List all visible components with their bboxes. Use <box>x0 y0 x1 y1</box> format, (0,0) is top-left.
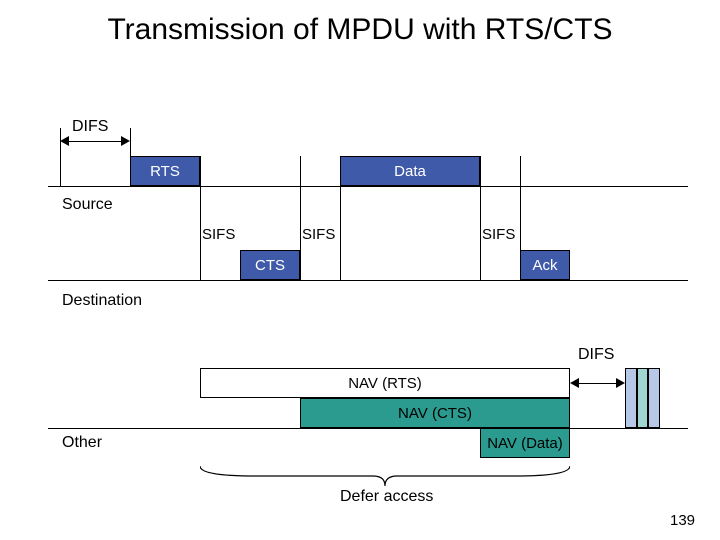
difs2-arrow-line <box>574 383 621 384</box>
difs-arrow-left <box>60 136 69 146</box>
contention-slot-0 <box>625 368 637 428</box>
other-timeline <box>48 428 688 429</box>
difs-bottom-label: DIFS <box>578 346 614 364</box>
ack-frame: Ack <box>520 250 570 280</box>
defer-brace <box>200 466 570 488</box>
rts-frame: RTS <box>130 156 200 186</box>
source-timeline <box>48 186 688 187</box>
difs2-arrow-left <box>570 378 579 388</box>
sifs-marker-2 <box>340 156 341 280</box>
sifs-marker-1 <box>300 156 301 280</box>
nav-cts-box: NAV (CTS) <box>300 398 570 428</box>
destination-label: Destination <box>62 292 142 310</box>
contention-slot-1 <box>637 368 649 428</box>
nav-rts-box: NAV (RTS) <box>200 368 570 398</box>
sifs3-label: SIFS <box>482 226 515 243</box>
dest-timeline <box>48 280 688 281</box>
sifs-marker-3 <box>480 156 481 280</box>
data-frame: Data <box>340 156 480 186</box>
other-label: Other <box>62 434 102 452</box>
cts-frame: CTS <box>240 250 300 280</box>
sifs1-label: SIFS <box>202 226 235 243</box>
sifs-marker-0 <box>200 156 201 280</box>
nav-data-box: NAV (Data) <box>480 428 570 458</box>
difs-label: DIFS <box>72 118 108 136</box>
contention-slot-2 <box>648 368 660 428</box>
defer-label: Defer access <box>340 488 433 506</box>
page-number: 139 <box>670 512 695 529</box>
difs-arrow-line <box>64 141 126 142</box>
difs-arrow-right <box>121 136 130 146</box>
source-label: Source <box>62 196 113 214</box>
diagram-title: Transmission of MPDU with RTS/CTS <box>0 12 720 48</box>
difs2-arrow-right <box>616 378 625 388</box>
sifs2-label: SIFS <box>302 226 335 243</box>
